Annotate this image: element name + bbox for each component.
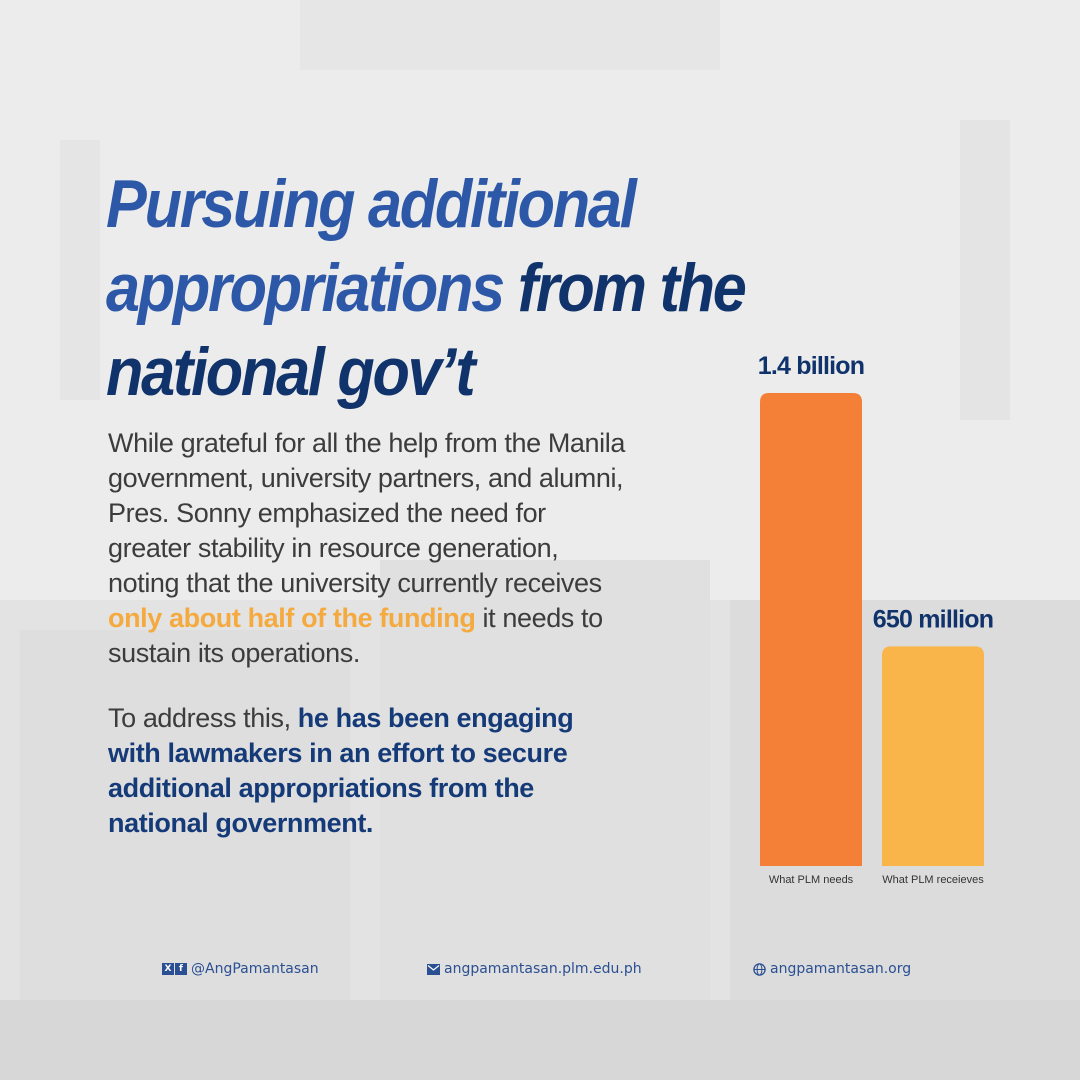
facebook-icon: f <box>175 963 187 975</box>
body-p1-line: greater stability in resource generation… <box>108 533 559 563</box>
funding-highlight: only about half of the funding <box>108 603 476 633</box>
headline-line-2-rest: from the <box>502 250 747 326</box>
value-label-what-plm-receieves: 650 million <box>873 605 993 633</box>
headline-line-3: national gov’t <box>106 334 476 410</box>
mail-icon <box>427 963 440 975</box>
body-p1-line: sustain its operations. <box>108 638 360 668</box>
bar-what-plm-receieves <box>882 646 984 866</box>
footer-email[interactable]: angpamantasan.plm.edu.ph <box>427 960 642 978</box>
body-p2-line: with lawmakers in an effort to secure <box>108 738 568 768</box>
body-p1-line: While grateful for all the help from the… <box>108 428 625 458</box>
value-label-what-plm-needs: 1.4 billion <box>758 352 865 380</box>
body-p2-line: national government. <box>108 808 374 838</box>
lawmakers-highlight: he has been engaging <box>297 703 574 733</box>
social-handle: @AngPamantasan <box>191 961 319 977</box>
category-label-what-plm-needs: What PLM needs <box>769 874 854 886</box>
bar-what-plm-needs <box>760 393 862 866</box>
body-p2-line: To address this, he has been engaging <box>108 701 708 736</box>
body-paragraph-1: While grateful for all the help from the… <box>108 426 708 671</box>
body-p1-line: Pres. Sonny emphasized the need for <box>108 498 546 528</box>
body-paragraph-2: To address this, he has been engaging wi… <box>108 701 708 841</box>
body-p1-line: noting that the university currently rec… <box>108 568 602 598</box>
category-label-what-plm-receieves: What PLM receieves <box>882 874 984 886</box>
email-address: angpamantasan.plm.edu.ph <box>444 961 642 977</box>
x-icon: X <box>162 963 174 975</box>
headline: Pursuing additional appropriations from … <box>106 162 754 414</box>
globe-icon <box>753 962 766 976</box>
body-p1-line: only about half of the funding it needs … <box>108 601 708 636</box>
headline-highlight: appropriations <box>106 250 505 326</box>
body-p1-line: government, university partners, and alu… <box>108 463 624 493</box>
footer-website[interactable]: angpamantasan.org <box>753 960 911 978</box>
headline-line-1: Pursuing additional <box>106 166 637 242</box>
headline-line-2: appropriations from the <box>106 246 754 330</box>
body-p2-line: additional appropriations from the <box>108 773 534 803</box>
website-url: angpamantasan.org <box>770 961 912 977</box>
body-p2-lead: To address this, <box>108 703 298 733</box>
body-p1-line-rest: it needs to <box>475 603 604 633</box>
